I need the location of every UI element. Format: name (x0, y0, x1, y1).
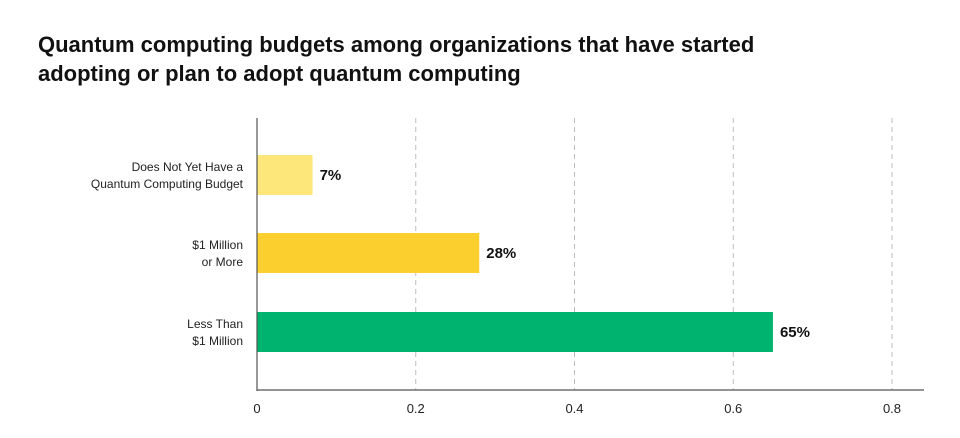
bar (257, 312, 773, 352)
chart-title: Quantum computing budgets among organiza… (38, 30, 918, 88)
data-label: 65% (780, 324, 810, 341)
chart-title-line-2: adopting or plan to adopt quantum comput… (38, 61, 521, 86)
x-tick-label: 0.2 (407, 401, 425, 416)
x-tick-label: 0.6 (724, 401, 742, 416)
data-label: 28% (486, 245, 516, 262)
x-tick-label: 0.8 (883, 401, 901, 416)
bar (257, 155, 313, 195)
category-label: Does Not Yet Have a Quantum Computing Bud… (91, 160, 244, 191)
x-tick-label: 0.4 (565, 401, 583, 416)
bar (257, 233, 480, 273)
data-label: 7% (320, 167, 342, 184)
category-label: Less Than $1 Million (187, 317, 243, 348)
category-label: $1 Million or More (192, 238, 243, 269)
x-tick-label: 0 (253, 401, 260, 416)
bars (257, 155, 773, 352)
chart-title-line-1: Quantum computing budgets among organiza… (38, 32, 755, 57)
labels: 0 0.2 0.4 0.6 0.8 Does Not Yet Have a Quantum … (91, 160, 901, 416)
axes (256, 118, 924, 391)
